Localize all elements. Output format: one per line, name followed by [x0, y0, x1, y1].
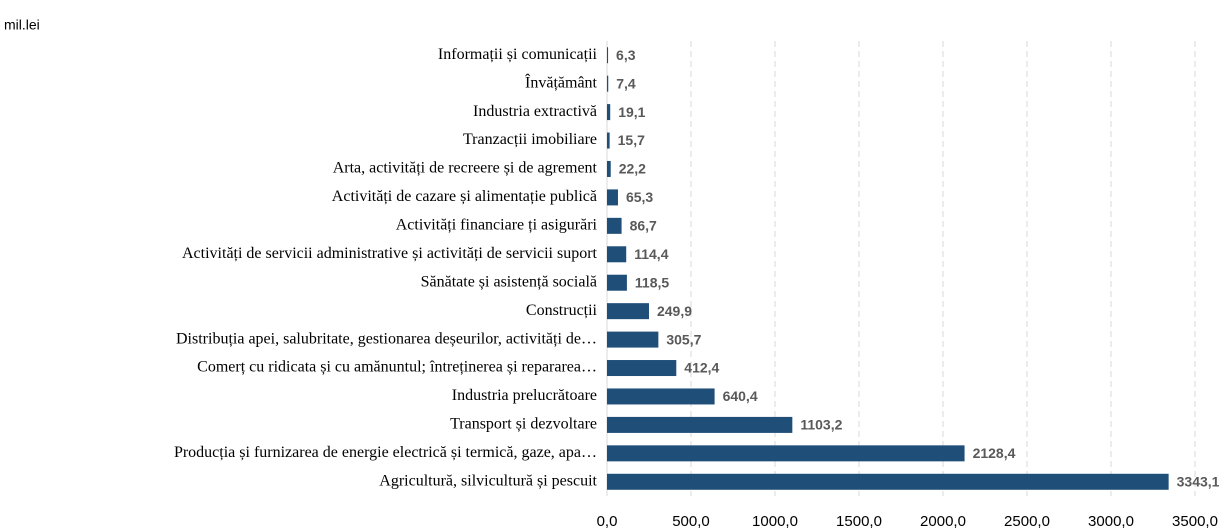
y-tick-label: Tranzacții imobiliare: [463, 131, 597, 148]
y-tick-label: Transport și dezvoltare: [450, 416, 597, 433]
y-tick-label: Activități de cazare și alimentație publ…: [332, 188, 597, 205]
data-label: 305,7: [666, 331, 701, 347]
data-label: 3343,1: [1177, 473, 1220, 489]
bar: [607, 47, 609, 64]
y-tick-label: Distribuția apei, salubritate, gestionar…: [176, 330, 597, 347]
bar: [607, 360, 677, 377]
y-tick-label: Arta, activități de recreere și de agrem…: [333, 160, 598, 177]
y-tick-label: Producția și furnizarea de energie elect…: [174, 444, 597, 461]
x-tick-label: 500,0: [672, 513, 710, 530]
x-tick-label: 3500,0: [1172, 513, 1218, 530]
y-tick-label: Sănătate și asistență socială: [421, 273, 597, 290]
y-tick-label: Industria prelucrătoare: [452, 387, 597, 404]
bar: [607, 132, 610, 149]
data-label: 15,7: [618, 132, 645, 148]
bar: [607, 189, 618, 206]
y-tick-label: Informații și comunicații: [438, 46, 598, 63]
x-tick-label: 3000,0: [1088, 513, 1134, 530]
y-tick-label: Comerț cu ridicata și cu amănuntul; într…: [197, 359, 597, 376]
bar: [607, 331, 659, 348]
bar: [607, 303, 649, 320]
bar: [607, 274, 627, 291]
bar: [607, 75, 609, 92]
data-label: 65,3: [626, 189, 653, 205]
data-label: 22,2: [619, 161, 646, 177]
data-label: 7,4: [616, 75, 636, 91]
data-label: 6,3: [616, 47, 636, 63]
bar: [607, 445, 965, 462]
bar: [607, 104, 611, 121]
x-tick-label: 2000,0: [920, 513, 966, 530]
data-label: 86,7: [630, 218, 657, 234]
x-tick-label: 1000,0: [752, 513, 798, 530]
y-tick-label: Activități financiare ți asigurări: [396, 217, 598, 234]
bar: [607, 416, 793, 433]
x-tick-label: 2500,0: [1004, 513, 1050, 530]
y-tick-label: Construcții: [526, 302, 598, 319]
data-label: 19,1: [618, 104, 645, 120]
x-tick-label: 0,0: [597, 513, 618, 530]
y-tick-label: Agricultură, silvicultură și pescuit: [379, 472, 597, 489]
data-label: 249,9: [657, 303, 692, 319]
bar: [607, 388, 715, 405]
y-tick-label: Activități de servicii administrative și…: [182, 245, 598, 262]
bar: [607, 217, 622, 234]
axis-unit: mil.lei: [4, 17, 40, 33]
data-label: 2128,4: [973, 445, 1016, 461]
y-tick-label: Industria extractivă: [473, 103, 597, 120]
data-label: 118,5: [635, 274, 669, 290]
data-label: 114,4: [634, 246, 668, 262]
bar: [607, 246, 627, 263]
data-label: 1103,2: [800, 417, 842, 433]
x-tick-label: 1500,0: [836, 513, 882, 530]
data-label: 640,4: [723, 388, 758, 404]
y-tick-label: Învățământ: [525, 72, 598, 91]
bar: [607, 473, 1169, 490]
bar: [607, 160, 611, 177]
data-label: 412,4: [684, 360, 719, 376]
